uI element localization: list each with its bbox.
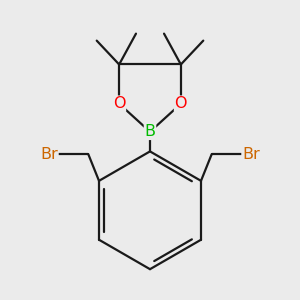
Text: O: O (113, 96, 125, 111)
Text: Br: Br (40, 147, 58, 162)
Text: Br: Br (242, 147, 260, 162)
Text: O: O (175, 96, 187, 111)
Text: B: B (145, 124, 155, 139)
